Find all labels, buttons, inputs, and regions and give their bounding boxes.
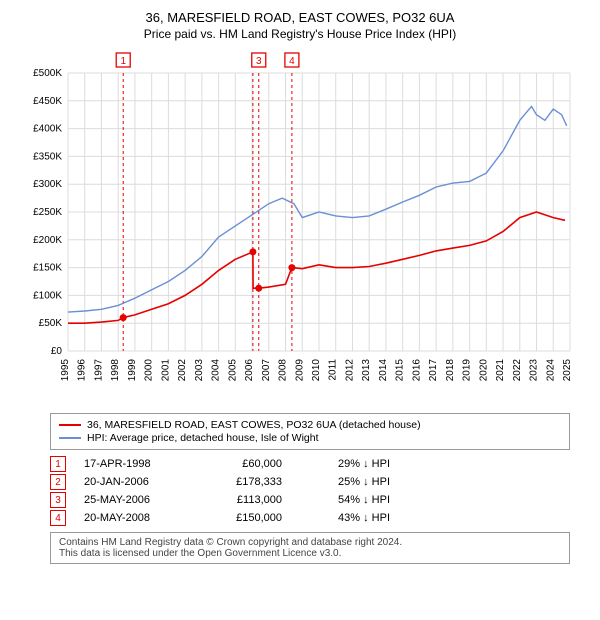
svg-text:1998: 1998: [110, 359, 121, 382]
legend-swatch: [59, 424, 81, 426]
tx-date: 17-APR-1998: [84, 458, 184, 470]
tx-pct: 43% ↓ HPI: [300, 512, 390, 524]
tx-pct: 29% ↓ HPI: [300, 458, 390, 470]
svg-text:£0: £0: [51, 346, 63, 357]
tx-date: 20-JAN-2006: [84, 476, 184, 488]
svg-text:2017: 2017: [428, 359, 439, 382]
svg-text:2025: 2025: [562, 359, 573, 382]
svg-text:2013: 2013: [361, 359, 372, 382]
svg-text:2010: 2010: [311, 359, 322, 382]
svg-text:2021: 2021: [495, 359, 506, 382]
svg-text:2016: 2016: [411, 359, 422, 382]
legend: 36, MARESFIELD ROAD, EAST COWES, PO32 6U…: [50, 413, 570, 450]
svg-text:2004: 2004: [211, 359, 222, 382]
tx-price: £178,333: [202, 476, 282, 488]
tx-pct: 25% ↓ HPI: [300, 476, 390, 488]
svg-text:2020: 2020: [478, 359, 489, 382]
transaction-table: 1 17-APR-1998 £60,000 29% ↓ HPI 2 20-JAN-2006…: [50, 456, 570, 526]
svg-text:2005: 2005: [227, 359, 238, 382]
svg-text:1997: 1997: [93, 359, 104, 382]
svg-text:2002: 2002: [177, 359, 188, 382]
svg-text:2019: 2019: [462, 359, 473, 382]
legend-item: HPI: Average price, detached house, Isle…: [59, 432, 561, 444]
svg-text:£300K: £300K: [33, 179, 62, 190]
svg-text:£250K: £250K: [33, 207, 62, 218]
tx-price: £150,000: [202, 512, 282, 524]
svg-text:£500K: £500K: [33, 68, 62, 79]
svg-text:£50K: £50K: [39, 318, 63, 329]
legend-label: 36, MARESFIELD ROAD, EAST COWES, PO32 6U…: [87, 419, 421, 431]
table-row: 1 17-APR-1998 £60,000 29% ↓ HPI: [50, 456, 570, 472]
svg-text:1996: 1996: [77, 359, 88, 382]
tx-marker: 2: [50, 474, 66, 490]
tx-date: 20-MAY-2008: [84, 512, 184, 524]
svg-text:2008: 2008: [278, 359, 289, 382]
legend-label: HPI: Average price, detached house, Isle…: [87, 432, 319, 444]
svg-text:2018: 2018: [445, 359, 456, 382]
svg-text:£400K: £400K: [33, 124, 62, 135]
svg-text:£350K: £350K: [33, 151, 62, 162]
table-row: 2 20-JAN-2006 £178,333 25% ↓ HPI: [50, 474, 570, 490]
svg-text:1999: 1999: [127, 359, 138, 382]
svg-text:2009: 2009: [294, 359, 305, 382]
svg-text:3: 3: [256, 56, 262, 67]
svg-text:2000: 2000: [144, 359, 155, 382]
svg-text:£200K: £200K: [33, 235, 62, 246]
footer-line: Contains HM Land Registry data © Crown c…: [59, 537, 561, 548]
tx-price: £113,000: [202, 494, 282, 506]
tx-pct: 54% ↓ HPI: [300, 494, 390, 506]
svg-text:2003: 2003: [194, 359, 205, 382]
svg-text:2024: 2024: [545, 359, 556, 382]
svg-text:1995: 1995: [60, 359, 71, 382]
footer-line: This data is licensed under the Open Gov…: [59, 548, 561, 559]
tx-marker: 3: [50, 492, 66, 508]
legend-swatch: [59, 437, 81, 439]
svg-text:2023: 2023: [529, 359, 540, 382]
price-chart: £0 £50K £100K £150K £200K £250K £300K £350K £400…: [20, 47, 580, 407]
svg-text:4: 4: [289, 56, 295, 67]
svg-text:2007: 2007: [261, 359, 272, 382]
page-title: 36, MARESFIELD ROAD, EAST COWES, PO32 6U…: [10, 10, 590, 25]
svg-text:£150K: £150K: [33, 263, 62, 274]
table-row: 3 25-MAY-2006 £113,000 54% ↓ HPI: [50, 492, 570, 508]
tx-marker: 1: [50, 456, 66, 472]
table-row: 4 20-MAY-2008 £150,000 43% ↓ HPI: [50, 510, 570, 526]
svg-text:2014: 2014: [378, 359, 389, 382]
svg-text:2022: 2022: [512, 359, 523, 382]
svg-text:£100K: £100K: [33, 290, 62, 301]
svg-text:2006: 2006: [244, 359, 255, 382]
tx-marker: 4: [50, 510, 66, 526]
svg-text:1: 1: [120, 56, 126, 67]
svg-text:2012: 2012: [344, 359, 355, 382]
footer-attribution: Contains HM Land Registry data © Crown c…: [50, 532, 570, 564]
svg-text:2015: 2015: [395, 359, 406, 382]
legend-item: 36, MARESFIELD ROAD, EAST COWES, PO32 6U…: [59, 419, 561, 431]
page-subtitle: Price paid vs. HM Land Registry's House …: [10, 27, 590, 41]
tx-price: £60,000: [202, 458, 282, 470]
svg-text:2011: 2011: [328, 359, 339, 381]
svg-text:2001: 2001: [160, 359, 171, 382]
tx-date: 25-MAY-2006: [84, 494, 184, 506]
svg-text:£450K: £450K: [33, 96, 62, 107]
